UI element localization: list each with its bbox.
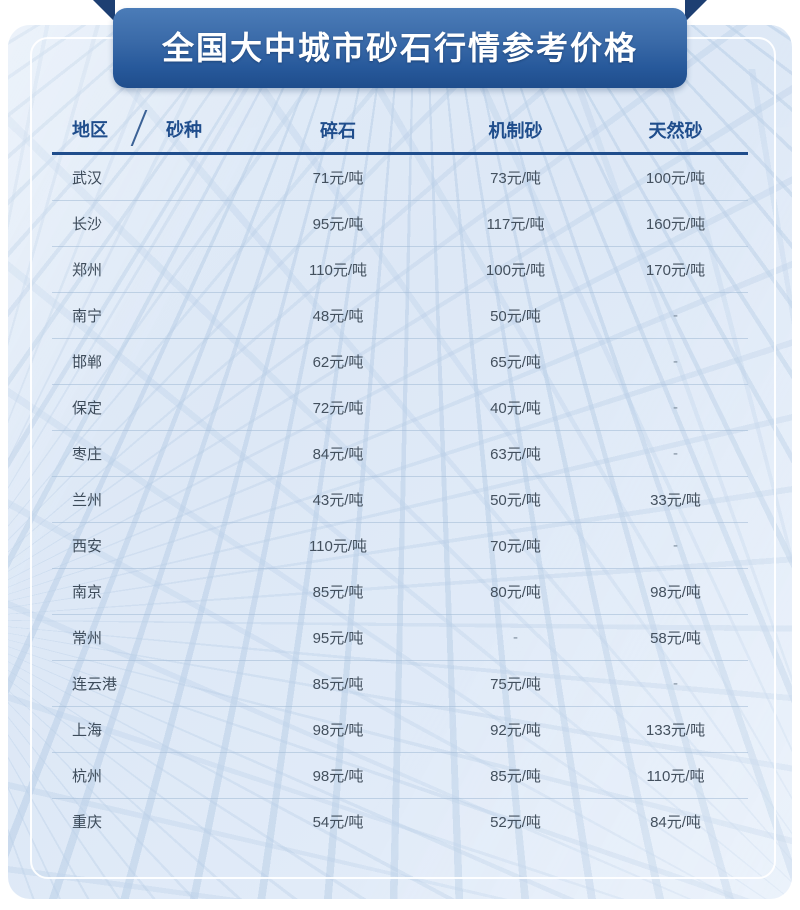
ribbon-fold-right-icon — [685, 0, 707, 22]
cell-natural-sand: - — [603, 430, 748, 477]
cell-crushed-stone: 85元/吨 — [248, 660, 428, 707]
cell-region: 枣庄 — [52, 430, 248, 477]
cell-region: 郑州 — [52, 246, 248, 293]
cell-natural-sand: 100元/吨 — [603, 153, 748, 201]
cell-manufactured-sand: 50元/吨 — [428, 292, 603, 339]
cell-manufactured-sand: 50元/吨 — [428, 476, 603, 523]
cell-natural-sand: - — [603, 292, 748, 339]
table-row: 保定 72元/吨 40元/吨 - — [52, 384, 748, 431]
cell-manufactured-sand: 70元/吨 — [428, 522, 603, 569]
cell-natural-sand: - — [603, 338, 748, 385]
header-row: 地区 砂种 碎石 机制砂 天然砂 — [52, 108, 748, 155]
cell-natural-sand: - — [603, 522, 748, 569]
ribbon-fold-left-icon — [93, 0, 115, 22]
table-row: 常州 95元/吨 -58元/吨 — [52, 614, 748, 661]
table-row: 重庆 54元/吨 52元/吨 84元/吨 — [52, 799, 748, 845]
cell-manufactured-sand: - — [428, 614, 603, 661]
cell-region: 上海 — [52, 706, 248, 753]
cell-region: 兰州 — [52, 476, 248, 523]
cell-region: 南宁 — [52, 292, 248, 339]
cell-manufactured-sand: 100元/吨 — [428, 246, 603, 293]
cell-natural-sand: 33元/吨 — [603, 476, 748, 523]
cell-manufactured-sand: 52元/吨 — [490, 814, 541, 831]
cell-manufactured-sand: 85元/吨 — [428, 752, 603, 799]
header-region-sandtype: 地区 砂种 — [52, 108, 248, 155]
cell-region: 长沙 — [52, 200, 248, 247]
table-row: 西安 110元/吨 70元/吨 - — [52, 522, 748, 569]
cell-region: 常州 — [52, 614, 248, 661]
table-row: 武汉 71元/吨 73元/吨 100元/吨 — [52, 153, 748, 201]
cell-crushed-stone: 72元/吨 — [248, 384, 428, 431]
table-row: 连云港 85元/吨 75元/吨 - — [52, 660, 748, 707]
price-table: 地区 砂种 碎石 机制砂 天然砂 武汉 71元/吨 73元/吨 100元/吨 长沙 95元… — [52, 108, 748, 844]
table-body: 武汉 71元/吨 73元/吨 100元/吨 长沙 95元/吨 117元/吨 160元/吨 郑州 1… — [52, 153, 748, 845]
diagonal-slash-icon — [124, 110, 154, 146]
cell-crushed-stone: 43元/吨 — [248, 476, 428, 523]
banner-plate: 全国大中城市砂石行情参考价格 — [113, 8, 687, 88]
table-row: 南京 85元/吨 80元/吨 98元/吨 — [52, 568, 748, 615]
cell-crushed-stone: 110元/吨 — [248, 246, 428, 293]
page-title: 全国大中城市砂石行情参考价格 — [161, 30, 638, 66]
cell-natural-sand: 170元/吨 — [603, 246, 748, 293]
cell-crushed-stone: 85元/吨 — [248, 568, 428, 615]
cell-region: 南京 — [52, 568, 248, 615]
cell-crushed-stone: 54元/吨 — [312, 814, 364, 831]
table-row: 兰州 43元/吨 50元/吨 33元/吨 — [52, 476, 748, 523]
cell-manufactured-sand: 40元/吨 — [428, 384, 603, 431]
table-row: 长沙 95元/吨 117元/吨 160元/吨 — [52, 200, 748, 247]
cell-crushed-stone: 62元/吨 — [248, 338, 428, 385]
cell-region: 武汉 — [52, 153, 248, 201]
cell-natural-sand: - — [603, 384, 748, 431]
cell-crushed-stone: 95元/吨 — [248, 614, 428, 661]
cell-crushed-stone: 98元/吨 — [248, 752, 428, 799]
cell-natural-sand: 98元/吨 — [603, 568, 748, 615]
cell-natural-sand: 58元/吨 — [603, 614, 748, 661]
cell-region: 西安 — [52, 522, 248, 569]
header-region-label: 地区 — [72, 119, 108, 140]
cell-manufactured-sand: 80元/吨 — [428, 568, 603, 615]
cell-crushed-stone: 48元/吨 — [248, 292, 428, 339]
cell-crushed-stone: 84元/吨 — [248, 430, 428, 477]
header-sandtype-label: 砂种 — [166, 119, 202, 140]
cell-natural-sand: 160元/吨 — [603, 200, 748, 247]
header-crushed-stone: 碎石 — [248, 108, 428, 155]
title-banner: 全国大中城市砂石行情参考价格 — [0, 0, 800, 100]
header-manufactured-sand: 机制砂 — [428, 108, 603, 155]
table-row: 杭州 98元/吨 85元/吨 110元/吨 — [52, 752, 748, 799]
cell-manufactured-sand: 117元/吨 — [428, 200, 603, 247]
table-row: 郑州 110元/吨 100元/吨 170元/吨 — [52, 246, 748, 293]
cell-region: 杭州 — [52, 752, 248, 799]
cell-natural-sand: 133元/吨 — [603, 706, 748, 753]
cell-manufactured-sand: 63元/吨 — [428, 430, 603, 477]
cell-region: 连云港 — [52, 660, 248, 707]
cell-crushed-stone: 110元/吨 — [248, 522, 428, 569]
cell-manufactured-sand: 75元/吨 — [428, 660, 603, 707]
cell-region: 邯郸 — [52, 338, 248, 385]
cell-manufactured-sand: 65元/吨 — [428, 338, 603, 385]
cell-natural-sand: 84元/吨 — [650, 814, 701, 831]
table-row: 邯郸 62元/吨 65元/吨 - — [52, 338, 748, 385]
table-row: 枣庄 84元/吨 63元/吨 - — [52, 430, 748, 477]
cell-natural-sand: 110元/吨 — [603, 752, 748, 799]
cell-manufactured-sand: 92元/吨 — [428, 706, 603, 753]
cell-crushed-stone: 95元/吨 — [248, 200, 428, 247]
cell-crushed-stone: 71元/吨 — [248, 153, 428, 201]
cell-manufactured-sand: 73元/吨 — [428, 153, 603, 201]
cell-region: 重庆 — [72, 814, 103, 831]
table-header: 地区 砂种 碎石 机制砂 天然砂 — [52, 108, 748, 155]
cell-region: 保定 — [52, 384, 248, 431]
cell-natural-sand: - — [603, 660, 748, 707]
table-row: 上海 98元/吨 92元/吨 133元/吨 — [52, 706, 748, 753]
table-row: 南宁 48元/吨 50元/吨 - — [52, 292, 748, 339]
cell-crushed-stone: 98元/吨 — [248, 706, 428, 753]
header-natural-sand: 天然砂 — [603, 108, 748, 155]
